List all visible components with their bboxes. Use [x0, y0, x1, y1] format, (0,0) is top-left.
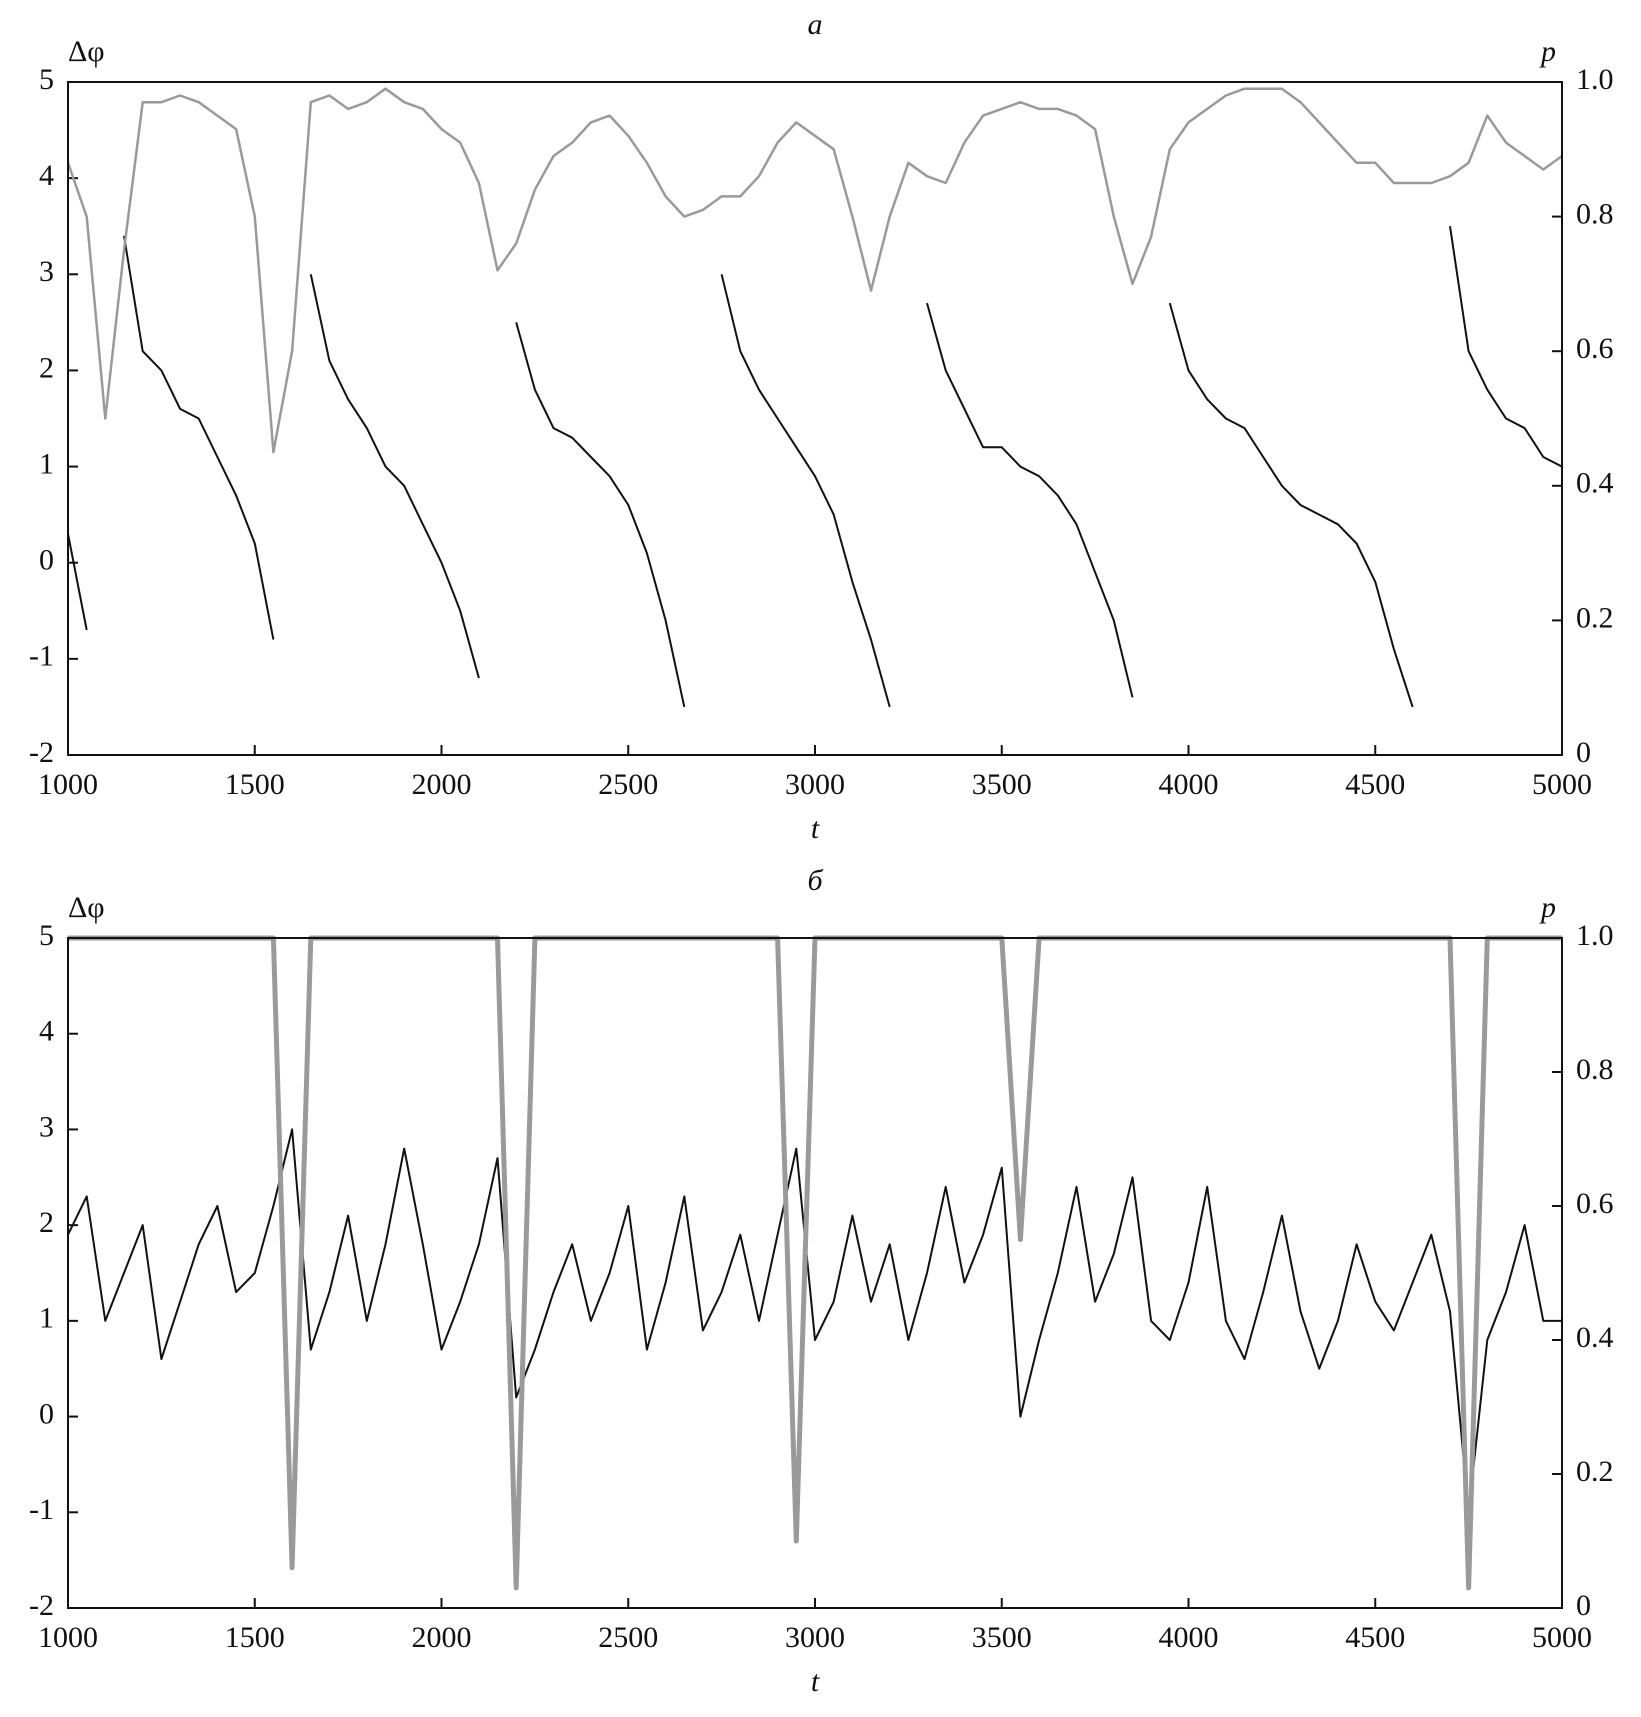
x-tick-label: 3500 — [972, 768, 1032, 801]
y-tick-label: 1 — [39, 447, 54, 480]
y2-tick-label: 0.8 — [1576, 1053, 1614, 1086]
y-tick-label: -1 — [29, 1493, 54, 1526]
x-tick-label: 5000 — [1532, 768, 1592, 801]
x-tick-label: 4500 — [1345, 1621, 1405, 1654]
x-tick-label: 3000 — [785, 768, 845, 801]
y2-tick-label: 0 — [1576, 1589, 1591, 1622]
x-tick-label: 3000 — [785, 1621, 845, 1654]
y-tick-label: -2 — [29, 1589, 54, 1622]
panel-title: б — [807, 864, 823, 897]
phase-line — [67, 1128, 1562, 1514]
y-tick-label: 5 — [39, 919, 54, 952]
plot-frame — [67, 937, 1563, 1609]
x-tick-label: 2000 — [412, 1621, 472, 1654]
y-tick-label: 5 — [39, 63, 54, 96]
y2-tick-label: 0.8 — [1576, 197, 1614, 230]
y-tick-label: -1 — [29, 640, 54, 673]
y-tick-label: 0 — [39, 544, 54, 577]
x-tick-label: 2000 — [412, 768, 472, 801]
y-tick-label: 4 — [39, 159, 54, 192]
y2-axis-label: p — [1539, 891, 1556, 924]
x-tick-label: 1500 — [225, 1621, 285, 1654]
x-axis-label: t — [811, 812, 820, 845]
plot-frame — [67, 81, 1563, 756]
y-tick-label: 3 — [39, 1110, 54, 1143]
y2-tick-label: 0.4 — [1576, 467, 1614, 500]
phase-line — [67, 226, 1563, 708]
p-line — [66, 87, 1563, 454]
x-tick-label: 1000 — [38, 768, 98, 801]
x-tick-label: 5000 — [1532, 1621, 1592, 1654]
y2-tick-label: 1.0 — [1576, 919, 1614, 952]
panel-title: a — [808, 8, 823, 41]
y-axis-label: Δφ — [68, 891, 105, 924]
y-tick-label: 2 — [39, 1206, 54, 1239]
y2-axis-label: p — [1539, 35, 1556, 68]
y-tick-label: 2 — [39, 351, 54, 384]
x-tick-label: 2500 — [598, 768, 658, 801]
y-axis-label: Δφ — [68, 35, 105, 68]
y2-tick-label: 0.2 — [1576, 601, 1614, 634]
y2-tick-label: 0 — [1576, 736, 1591, 769]
x-tick-label: 2500 — [598, 1621, 658, 1654]
y-tick-label: 0 — [39, 1397, 54, 1430]
y2-tick-label: 0.2 — [1576, 1455, 1614, 1488]
y2-tick-label: 1.0 — [1576, 63, 1614, 96]
x-tick-label: 3500 — [972, 1621, 1032, 1654]
y2-tick-label: 0.4 — [1576, 1321, 1614, 1354]
y2-tick-label: 0.6 — [1576, 332, 1614, 365]
y-tick-label: -2 — [29, 736, 54, 769]
x-tick-label: 4000 — [1159, 768, 1219, 801]
x-tick-label: 1500 — [225, 768, 285, 801]
x-tick-label: 4500 — [1345, 768, 1405, 801]
y-tick-label: 3 — [39, 255, 54, 288]
x-tick-label: 1000 — [38, 1621, 98, 1654]
y-tick-label: 4 — [39, 1015, 54, 1048]
y2-tick-label: 0.6 — [1576, 1187, 1614, 1220]
x-axis-label: t — [811, 1665, 820, 1698]
y-tick-label: 1 — [39, 1302, 54, 1335]
x-tick-label: 4000 — [1159, 1621, 1219, 1654]
p-line — [68, 935, 1562, 1591]
